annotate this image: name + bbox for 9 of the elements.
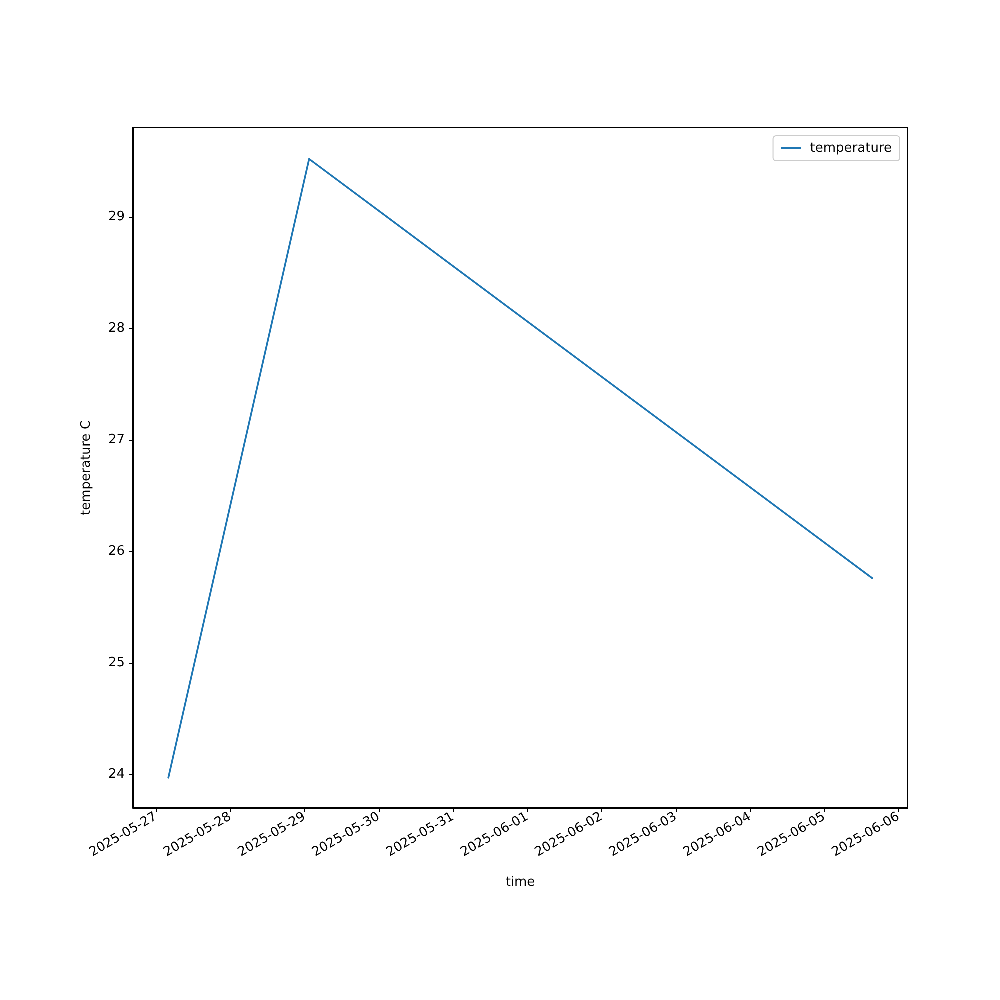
y-tick-label: 26 <box>108 544 125 560</box>
y-tick-label: 25 <box>108 656 125 671</box>
legend-label: temperature <box>810 141 892 156</box>
y-tick-label: 24 <box>108 767 125 782</box>
y-tick-label: 27 <box>108 432 125 448</box>
y-tick-label: 29 <box>108 210 125 225</box>
x-axis-title: time <box>506 875 536 890</box>
y-axis-title: temperature C <box>79 420 94 516</box>
y-tick-label: 28 <box>108 321 125 336</box>
